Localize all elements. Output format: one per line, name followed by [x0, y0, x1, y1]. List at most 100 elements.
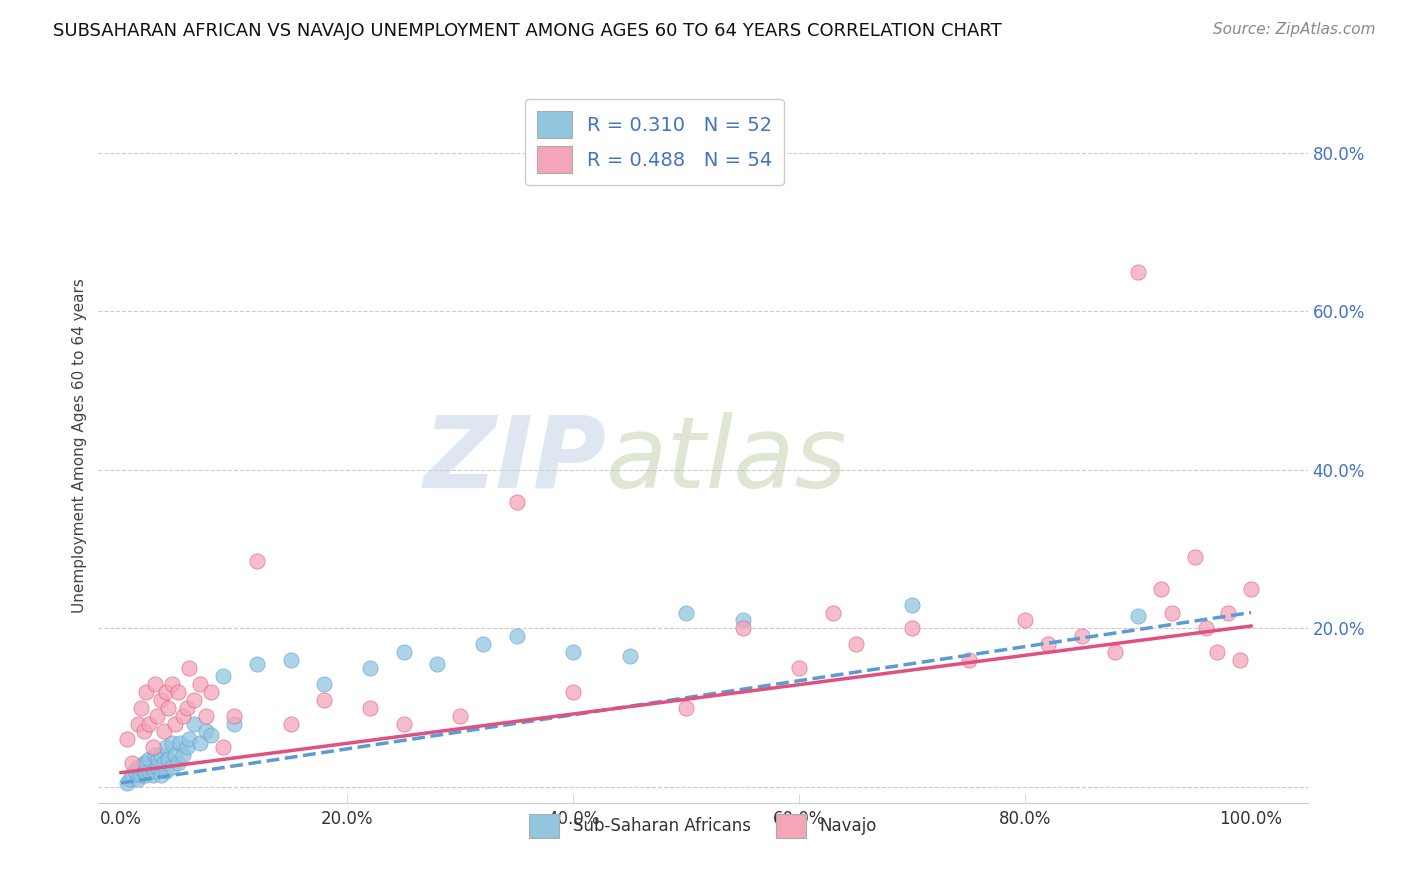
Legend: Sub-Saharan Africans, Navajo: Sub-Saharan Africans, Navajo [522, 805, 884, 846]
Point [821, 606, 844, 620]
Text: Source: ZipAtlas.com: Source: ZipAtlas.com [1212, 22, 1375, 37]
Point [1206, 645, 1229, 659]
Point [120, 772, 142, 786]
Point [845, 637, 868, 651]
Point [127, 760, 149, 774]
Point [1036, 637, 1059, 651]
Point [143, 764, 166, 778]
Point [166, 756, 188, 771]
Point [901, 598, 924, 612]
Point [183, 716, 205, 731]
Point [314, 692, 336, 706]
Text: ZIP: ZIP [423, 412, 606, 508]
Point [149, 768, 172, 782]
Point [505, 629, 527, 643]
Point [1240, 582, 1263, 596]
Point [157, 752, 180, 766]
Point [132, 756, 155, 771]
Point [157, 700, 180, 714]
Point [165, 748, 187, 763]
Point [149, 692, 172, 706]
Point [471, 637, 494, 651]
Point [1161, 606, 1184, 620]
Point [153, 724, 176, 739]
Point [177, 661, 200, 675]
Point [138, 764, 160, 778]
Point [1195, 621, 1218, 635]
Point [183, 692, 205, 706]
Point [132, 724, 155, 739]
Point [200, 685, 222, 699]
Point [675, 700, 697, 714]
Point [731, 614, 754, 628]
Point [194, 708, 217, 723]
Point [135, 768, 157, 782]
Point [146, 760, 169, 774]
Y-axis label: Unemployment Among Ages 60 to 64 years: Unemployment Among Ages 60 to 64 years [72, 278, 87, 614]
Point [138, 752, 160, 766]
Point [155, 685, 177, 699]
Point [1218, 606, 1240, 620]
Point [1126, 264, 1149, 278]
Point [619, 649, 641, 664]
Point [1184, 549, 1206, 564]
Point [155, 764, 177, 778]
Point [177, 732, 200, 747]
Point [155, 740, 177, 755]
Point [1229, 653, 1251, 667]
Point [143, 748, 166, 763]
Point [1070, 629, 1092, 643]
Point [169, 736, 191, 750]
Point [280, 653, 302, 667]
Point [280, 716, 302, 731]
Point [148, 752, 170, 766]
Point [115, 732, 138, 747]
Point [166, 685, 188, 699]
Point [222, 716, 245, 731]
Point [160, 736, 183, 750]
Point [149, 748, 172, 763]
Point [314, 677, 336, 691]
Point [138, 716, 160, 731]
Point [246, 554, 269, 568]
Point [1150, 582, 1173, 596]
Point [146, 708, 169, 723]
Point [131, 700, 153, 714]
Point [172, 708, 194, 723]
Point [246, 657, 269, 671]
Point [160, 677, 183, 691]
Point [1126, 609, 1149, 624]
Point [115, 776, 138, 790]
Point [200, 728, 222, 742]
Point [1014, 614, 1036, 628]
Point [211, 740, 233, 755]
Point [165, 716, 187, 731]
Point [359, 700, 381, 714]
Point [127, 772, 149, 786]
Text: SUBSAHARAN AFRICAN VS NAVAJO UNEMPLOYMENT AMONG AGES 60 TO 64 YEARS CORRELATION : SUBSAHARAN AFRICAN VS NAVAJO UNEMPLOYMEN… [53, 22, 1002, 40]
Point [153, 756, 176, 771]
Point [172, 748, 194, 763]
Point [211, 669, 233, 683]
Point [731, 621, 754, 635]
Point [132, 764, 155, 778]
Point [787, 661, 810, 675]
Point [562, 685, 585, 699]
Point [176, 700, 198, 714]
Point [957, 653, 980, 667]
Point [901, 621, 924, 635]
Point [1104, 645, 1126, 659]
Point [176, 740, 198, 755]
Point [127, 716, 149, 731]
Point [121, 756, 143, 771]
Point [675, 606, 697, 620]
Point [121, 768, 143, 782]
Point [359, 661, 381, 675]
Point [135, 756, 157, 771]
Point [562, 645, 585, 659]
Point [124, 764, 146, 778]
Point [142, 740, 165, 755]
Point [505, 494, 527, 508]
Point [143, 677, 166, 691]
Point [131, 768, 153, 782]
